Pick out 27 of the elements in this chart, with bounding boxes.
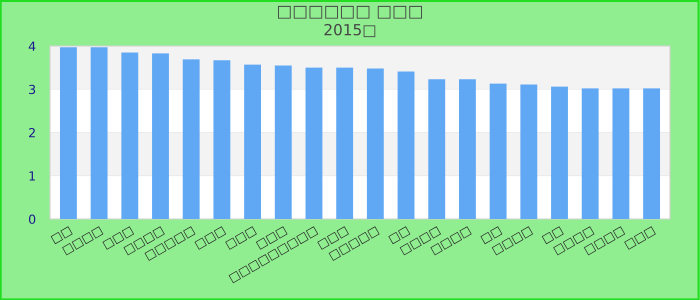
y-tick-label: 3 bbox=[29, 84, 36, 94]
bar bbox=[60, 47, 77, 219]
bar bbox=[582, 88, 599, 219]
bar bbox=[244, 64, 262, 219]
bar bbox=[90, 47, 108, 219]
bar bbox=[152, 53, 169, 219]
bar bbox=[274, 65, 292, 219]
y-tick-label: 4 bbox=[28, 42, 36, 51]
bar bbox=[612, 88, 630, 219]
chart-subtitle: 2015□ bbox=[324, 24, 376, 38]
bar bbox=[306, 68, 322, 219]
bar bbox=[551, 86, 568, 219]
bar bbox=[366, 68, 384, 219]
bar bbox=[520, 84, 538, 219]
bar bbox=[398, 72, 414, 219]
bar bbox=[490, 84, 507, 219]
bar bbox=[336, 68, 354, 219]
bar bbox=[458, 79, 476, 219]
bar bbox=[182, 59, 200, 219]
bar bbox=[213, 60, 230, 219]
bar bbox=[428, 79, 446, 219]
bar bbox=[121, 52, 138, 219]
y-tick-label: 1 bbox=[30, 171, 35, 180]
chart-title: □□□□□□ □□□ bbox=[278, 6, 422, 19]
bar bbox=[643, 88, 660, 219]
y-tick-label: 2 bbox=[29, 128, 35, 138]
y-tick-label: 0 bbox=[28, 214, 36, 224]
